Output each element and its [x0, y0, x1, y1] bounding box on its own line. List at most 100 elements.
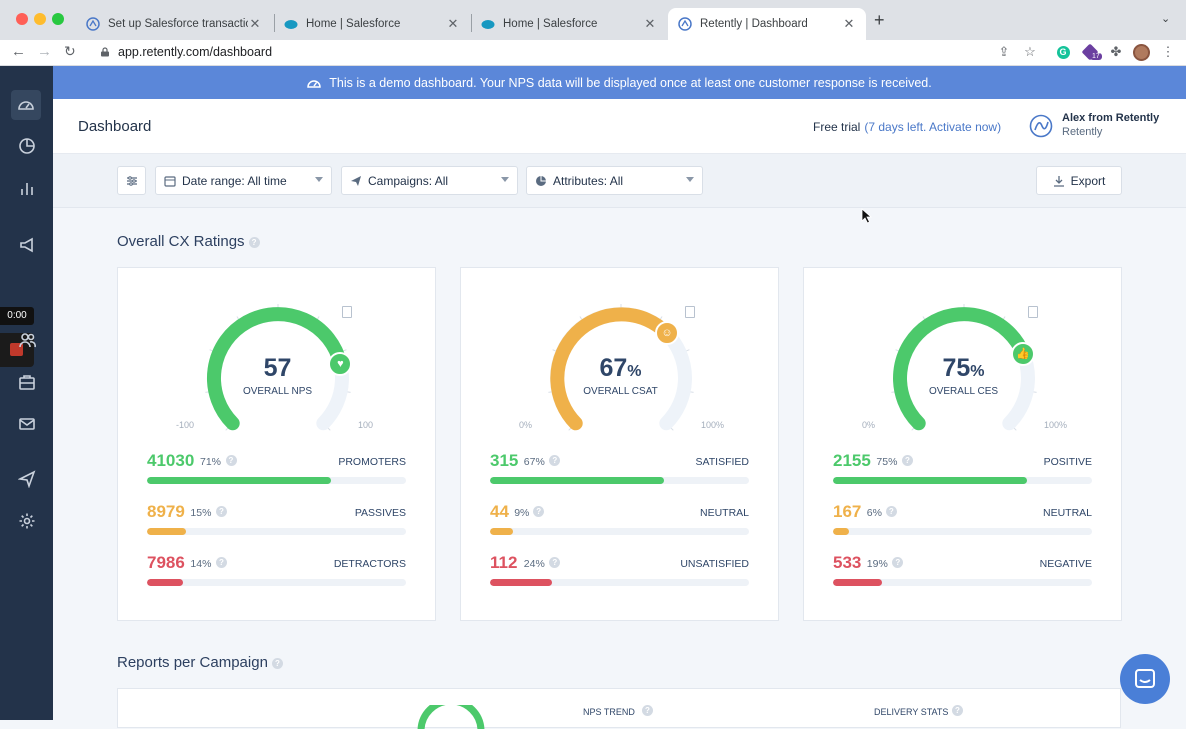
salesforce-icon — [481, 20, 495, 29]
breakdown-row: 533 19% ? NEGATIVE — [833, 553, 1092, 587]
customers-icon[interactable] — [14, 327, 40, 353]
tab-title: Home | Salesforce — [306, 18, 401, 30]
window-zoom-button[interactable] — [52, 13, 64, 25]
help-icon[interactable]: ? — [892, 557, 904, 568]
user-name: Alex from Retently — [1062, 112, 1160, 124]
help-icon[interactable]: ? — [533, 506, 545, 517]
scale-min: -100 — [176, 420, 195, 430]
settings-gear-icon[interactable] — [14, 508, 40, 534]
breakdown-row: 41030 71% ? PROMOTERS — [147, 451, 406, 485]
activate-link[interactable]: (7 days left. Activate now) — [864, 120, 1002, 134]
progress-track — [833, 579, 1092, 586]
breakdown-percent: 14% — [190, 558, 212, 570]
tab-search-chevron-icon[interactable]: ⌄ — [1161, 13, 1171, 25]
megaphone-icon[interactable] — [14, 232, 40, 258]
grammarly-icon[interactable]: G — [1054, 43, 1072, 61]
gauge-fill — [550, 307, 674, 431]
breakdown-row: 112 24% ? UNSATISFIED — [490, 553, 749, 587]
help-icon[interactable]: ? — [901, 455, 913, 466]
attributes-dropdown[interactable]: Attributes: All — [526, 166, 703, 195]
rating-card: ☺ 67% OVERALL CSAT 0% 100% 315 67% ? SAT… — [460, 267, 779, 621]
gauge-fill — [893, 307, 1031, 431]
dashboard-icon[interactable] — [11, 90, 41, 120]
forward-arrow-icon[interactable]: → — [37, 43, 52, 60]
help-icon[interactable]: ? — [885, 506, 897, 517]
address-bar[interactable]: app.retently.com/dashboard — [92, 41, 1052, 63]
gauge-icon — [307, 79, 322, 88]
help-icon[interactable]: ? — [952, 705, 963, 716]
progress-fill — [833, 579, 883, 586]
retently-logo-icon — [1029, 114, 1053, 138]
help-icon[interactable]: ? — [215, 557, 227, 568]
calculator-icon[interactable] — [685, 306, 695, 318]
window-close-button[interactable] — [16, 13, 28, 25]
calculator-icon[interactable] — [1028, 306, 1038, 318]
score-value: 67% — [599, 354, 642, 382]
score-label: OVERALL NPS — [242, 386, 313, 397]
help-icon[interactable]: ? — [642, 705, 653, 716]
filter-bar: Date range: All time Campaigns: All Attr… — [53, 154, 1186, 208]
send-icon[interactable] — [14, 466, 40, 492]
browser-tab-active[interactable]: Retently | Dashboard ✕ — [668, 8, 866, 40]
breakdown-percent: 24% — [523, 558, 545, 570]
send-icon — [351, 175, 361, 186]
briefcase-icon[interactable] — [14, 369, 40, 395]
help-icon[interactable]: ? — [549, 455, 561, 466]
extension-icon[interactable]: 17 — [1081, 43, 1102, 61]
progress-fill — [147, 579, 184, 586]
breakdown-percent: 9% — [514, 507, 530, 519]
breakdown-count: 533 — [833, 553, 862, 572]
filter-settings-button[interactable] — [117, 166, 146, 195]
trial-label: Free trial — [813, 120, 861, 134]
breakdown-percent: 15% — [190, 507, 212, 519]
export-button[interactable]: Export — [1036, 166, 1122, 195]
pie-chart-icon[interactable] — [14, 133, 40, 159]
chevron-down-icon — [686, 177, 694, 182]
browser-tab[interactable]: Home | Salesforce ✕ — [274, 8, 470, 40]
section-title-text: Reports per Campaign — [117, 654, 268, 671]
tab-close-icon[interactable]: ✕ — [249, 16, 261, 31]
envelope-icon[interactable] — [14, 411, 40, 437]
scale-max: 100 — [358, 420, 374, 430]
bar-chart-icon[interactable] — [14, 175, 40, 201]
browser-tab[interactable]: Home | Salesforce ✕ — [471, 8, 667, 40]
chevron-down-icon — [501, 177, 509, 182]
help-icon[interactable]: ? — [271, 657, 283, 669]
date-range-dropdown[interactable]: Date range: All time — [155, 166, 332, 195]
tab-close-icon[interactable]: ✕ — [644, 16, 656, 31]
mini-gauge-icon — [417, 705, 485, 729]
bookmark-star-icon[interactable]: ☆ — [1024, 44, 1036, 59]
help-icon[interactable]: ? — [215, 506, 227, 517]
rating-card: 👍 75% OVERALL CES 0% 100% 2155 75% ? POS… — [803, 267, 1122, 621]
date-range-value: Date range: All time — [182, 173, 287, 188]
browser-tab[interactable]: Set up Salesforce transactiona ✕ — [76, 8, 272, 40]
help-icon[interactable]: ? — [248, 236, 260, 248]
banner-text: This is a demo dashboard. Your NPS data … — [329, 75, 932, 90]
avatar[interactable] — [1132, 43, 1150, 61]
puzzle-icon[interactable]: ✤ — [1110, 44, 1122, 59]
help-icon[interactable]: ? — [549, 557, 561, 568]
browser-tab-bar: Set up Salesforce transactiona ✕ Home | … — [0, 0, 1186, 40]
score-gauge — [891, 304, 1037, 431]
help-icon[interactable]: ? — [225, 455, 237, 466]
calculator-icon[interactable] — [342, 306, 352, 318]
share-icon[interactable]: ⇪ — [998, 44, 1010, 59]
breakdown-count: 112 — [490, 553, 518, 572]
gauge-fill — [207, 307, 348, 431]
window-minimize-button[interactable] — [34, 13, 46, 25]
reload-icon[interactable]: ↻ — [64, 43, 76, 59]
tab-close-icon[interactable]: ✕ — [843, 16, 855, 31]
campaigns-dropdown[interactable]: Campaigns: All — [341, 166, 518, 195]
download-icon — [1053, 175, 1064, 187]
trial-status: Free trial (7 days left. Activate now) — [813, 120, 1001, 134]
user-menu[interactable]: Alex from Retently Retently — [1029, 112, 1179, 142]
back-arrow-icon[interactable]: ← — [11, 43, 26, 60]
new-tab-icon[interactable]: + — [874, 10, 885, 30]
chat-launcher-button[interactable] — [1120, 654, 1170, 704]
progress-fill — [833, 528, 849, 535]
heart-icon: ♥ — [328, 351, 353, 376]
scale-min: 0% — [862, 420, 876, 430]
kebab-menu-icon[interactable]: ⋮ — [1161, 44, 1175, 59]
tab-close-icon[interactable]: ✕ — [447, 16, 459, 31]
recording-timer: 0:00 — [0, 307, 34, 325]
